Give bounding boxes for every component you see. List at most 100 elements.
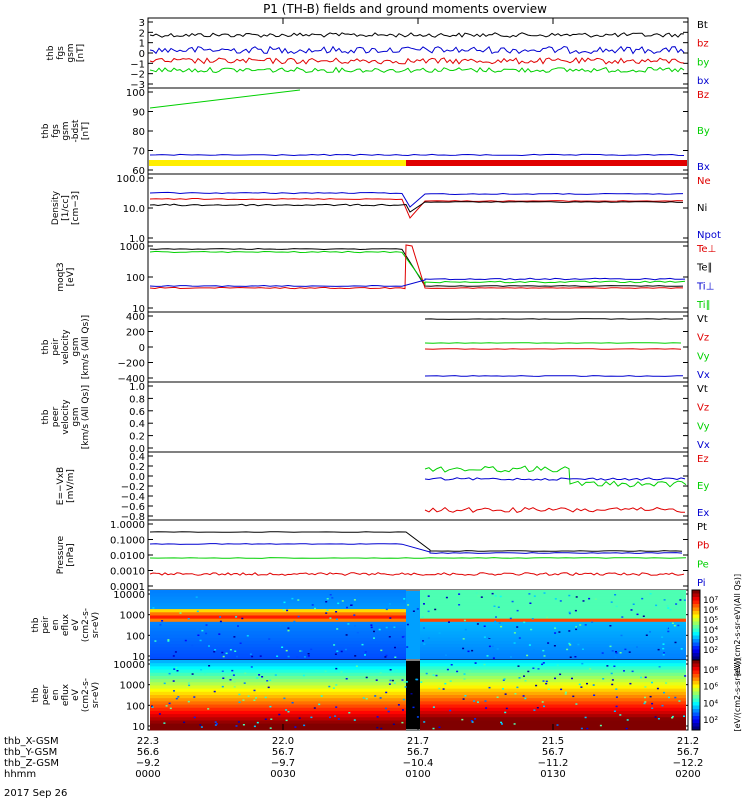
panel-p3: 100.0 10.0 1.0 Density [1/cc] [cm−3] Ne Ni Npot: [51, 173, 721, 245]
spectrogram-speckle: [354, 655, 357, 657]
spectrogram-speckle: [218, 633, 221, 635]
y-axis-label: [nT]: [81, 122, 91, 140]
spectrogram-speckle: [631, 670, 634, 673]
colorbar-tick-label: 10⁶: [703, 683, 718, 693]
spectrogram-speckle: [628, 651, 631, 653]
spectrogram-electrons: [150, 660, 687, 731]
panel-frame: [147, 381, 689, 453]
spectrogram-band: [150, 631, 406, 636]
spectrogram-speckle: [435, 674, 438, 677]
spectrogram-speckle: [274, 674, 277, 676]
spectrogram-band: [150, 653, 406, 658]
spectrogram-speckle: [242, 699, 245, 701]
spectrogram-speckle: [199, 724, 202, 726]
spectrogram-speckle: [214, 649, 217, 651]
spectrogram-speckle: [256, 721, 259, 724]
spectrogram-speckle: [475, 592, 478, 594]
spectrogram-speckle: [580, 727, 583, 730]
spectrogram-speckle: [384, 707, 387, 710]
y-axis-label: peir: [41, 616, 51, 634]
y-tick-label: 400: [126, 312, 145, 323]
figure-title: P1 (TH-B) fields and ground moments over…: [263, 2, 547, 16]
spectrogram-speckle: [297, 615, 300, 618]
spectrogram-band: [420, 596, 686, 601]
spectrogram-speckle: [517, 665, 520, 667]
legend-entry: Pe: [697, 559, 709, 570]
spectrogram-speckle: [470, 720, 473, 722]
spectrogram-speckle: [666, 627, 669, 629]
panel-p10: 10000 1000 100 10 thb peer en eflux eV (cm2-s-sr-…: [31, 658, 742, 733]
legend-entry: bx: [697, 76, 709, 87]
spectrogram-speckle: [310, 648, 313, 651]
spectrogram-speckle: [674, 696, 677, 699]
spectrogram-speckle: [649, 631, 651, 633]
spectrogram-speckle: [678, 700, 681, 702]
spectrogram-speckle: [572, 674, 575, 676]
x-axis-value: 0130: [540, 769, 565, 780]
spectrogram-speckle: [163, 722, 166, 724]
spectrogram-speckle: [379, 672, 382, 674]
colorbar-segment: [692, 670, 700, 675]
spectrogram-speckle: [255, 697, 257, 699]
spectrogram-speckle: [297, 599, 300, 601]
spectrogram-speckle: [516, 626, 519, 628]
spectrogram-speckle: [584, 624, 587, 626]
spectrogram-speckle: [353, 599, 356, 601]
spectrogram-band: [420, 672, 686, 677]
spectrogram-speckle: [560, 688, 563, 691]
spectrogram-band: [150, 628, 406, 632]
panel-frame: [147, 519, 689, 591]
colorbar-segment: [692, 604, 700, 608]
spectrogram-band: [420, 634, 686, 639]
y-tick-label: 100: [126, 631, 145, 642]
spectrogram-speckle: [208, 645, 210, 647]
spectrogram-speckle: [365, 676, 368, 679]
spectrogram-band: [150, 682, 406, 686]
y-axis-label: velocity: [61, 329, 71, 365]
colorbar-segment: [692, 674, 700, 678]
spectrogram-speckle: [291, 702, 294, 704]
spectrogram-speckle: [389, 617, 392, 619]
spectrogram-speckle: [663, 691, 665, 694]
spectrogram-speckle: [533, 709, 536, 711]
spectrogram-speckle: [543, 655, 546, 657]
spectrogram-band: [150, 688, 406, 693]
y-tick-label: 0.4: [129, 419, 145, 430]
spectrogram-speckle: [197, 634, 200, 636]
spectrogram-speckle: [320, 695, 323, 697]
legend-entry: By: [697, 126, 710, 137]
spectrogram-speckle: [651, 707, 654, 709]
spectrogram-band: [150, 710, 406, 715]
spectrogram-speckle: [564, 691, 567, 694]
spectrogram-speckle: [402, 698, 405, 701]
spectrogram-speckle: [307, 655, 310, 657]
spectrogram-speckle: [611, 679, 614, 681]
spectrogram-speckle: [621, 616, 624, 618]
spectrogram-speckle: [235, 616, 238, 618]
spectrogram-speckle: [336, 650, 339, 652]
spectrogram-speckle: [403, 598, 406, 600]
spectrogram-band: [150, 590, 406, 594]
spectrogram-speckle: [542, 649, 545, 652]
spectrogram-speckle: [438, 687, 441, 690]
y-tick-label: −0.8: [121, 512, 145, 523]
spectrogram-speckle: [557, 674, 560, 677]
y-tick-label: 0.2: [129, 432, 145, 443]
spectrogram-band: [150, 596, 406, 601]
spectrogram-speckle: [159, 624, 162, 626]
spectrogram-speckle: [425, 672, 428, 675]
series-Vy: [424, 342, 682, 344]
spectrogram-speckle: [554, 627, 557, 629]
spectrogram-speckle: [336, 628, 339, 630]
spectrogram-speckle: [559, 673, 562, 676]
colorbar-segment: [692, 607, 700, 612]
spectrogram-speckle: [456, 670, 459, 673]
spectrogram-speckle: [556, 664, 559, 666]
y-axis-label: [eV]: [66, 268, 76, 287]
spectrogram-speckle: [568, 642, 571, 645]
y-axis-label: thb: [41, 123, 51, 138]
spectrogram-speckle: [513, 642, 516, 644]
spectrogram-speckle: [311, 604, 314, 606]
series-Vz: [424, 348, 682, 350]
spectrogram-speckle: [279, 624, 282, 627]
